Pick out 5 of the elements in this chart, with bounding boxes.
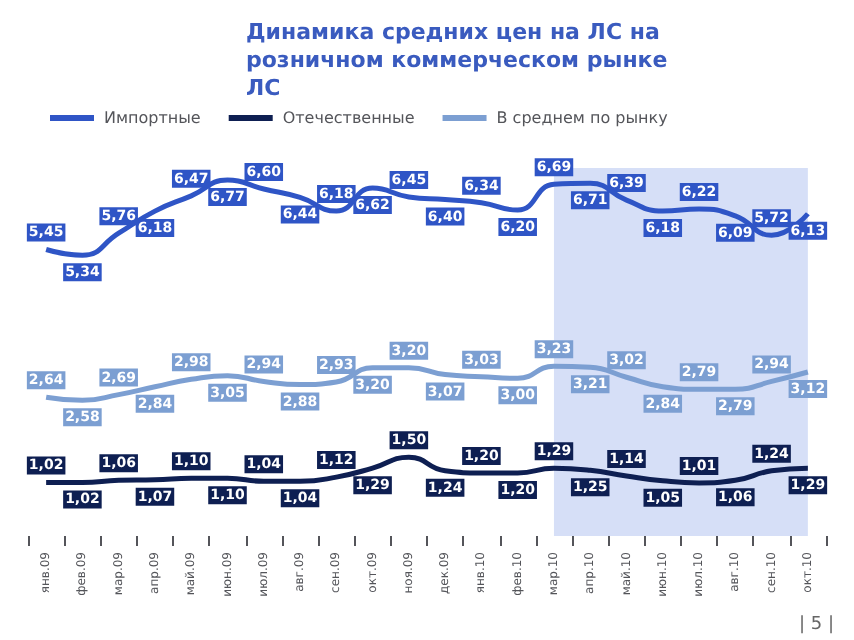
text: | 5 | [798, 615, 835, 635]
legend-label: В среднем по рынку [496, 109, 669, 127]
chart-title: Динамика средних цен на ЛС на розничном коммерческом рынке ЛС [246, 19, 676, 101]
legend-label: Отечественные [282, 109, 415, 127]
legend-label: Импортные [104, 109, 201, 127]
